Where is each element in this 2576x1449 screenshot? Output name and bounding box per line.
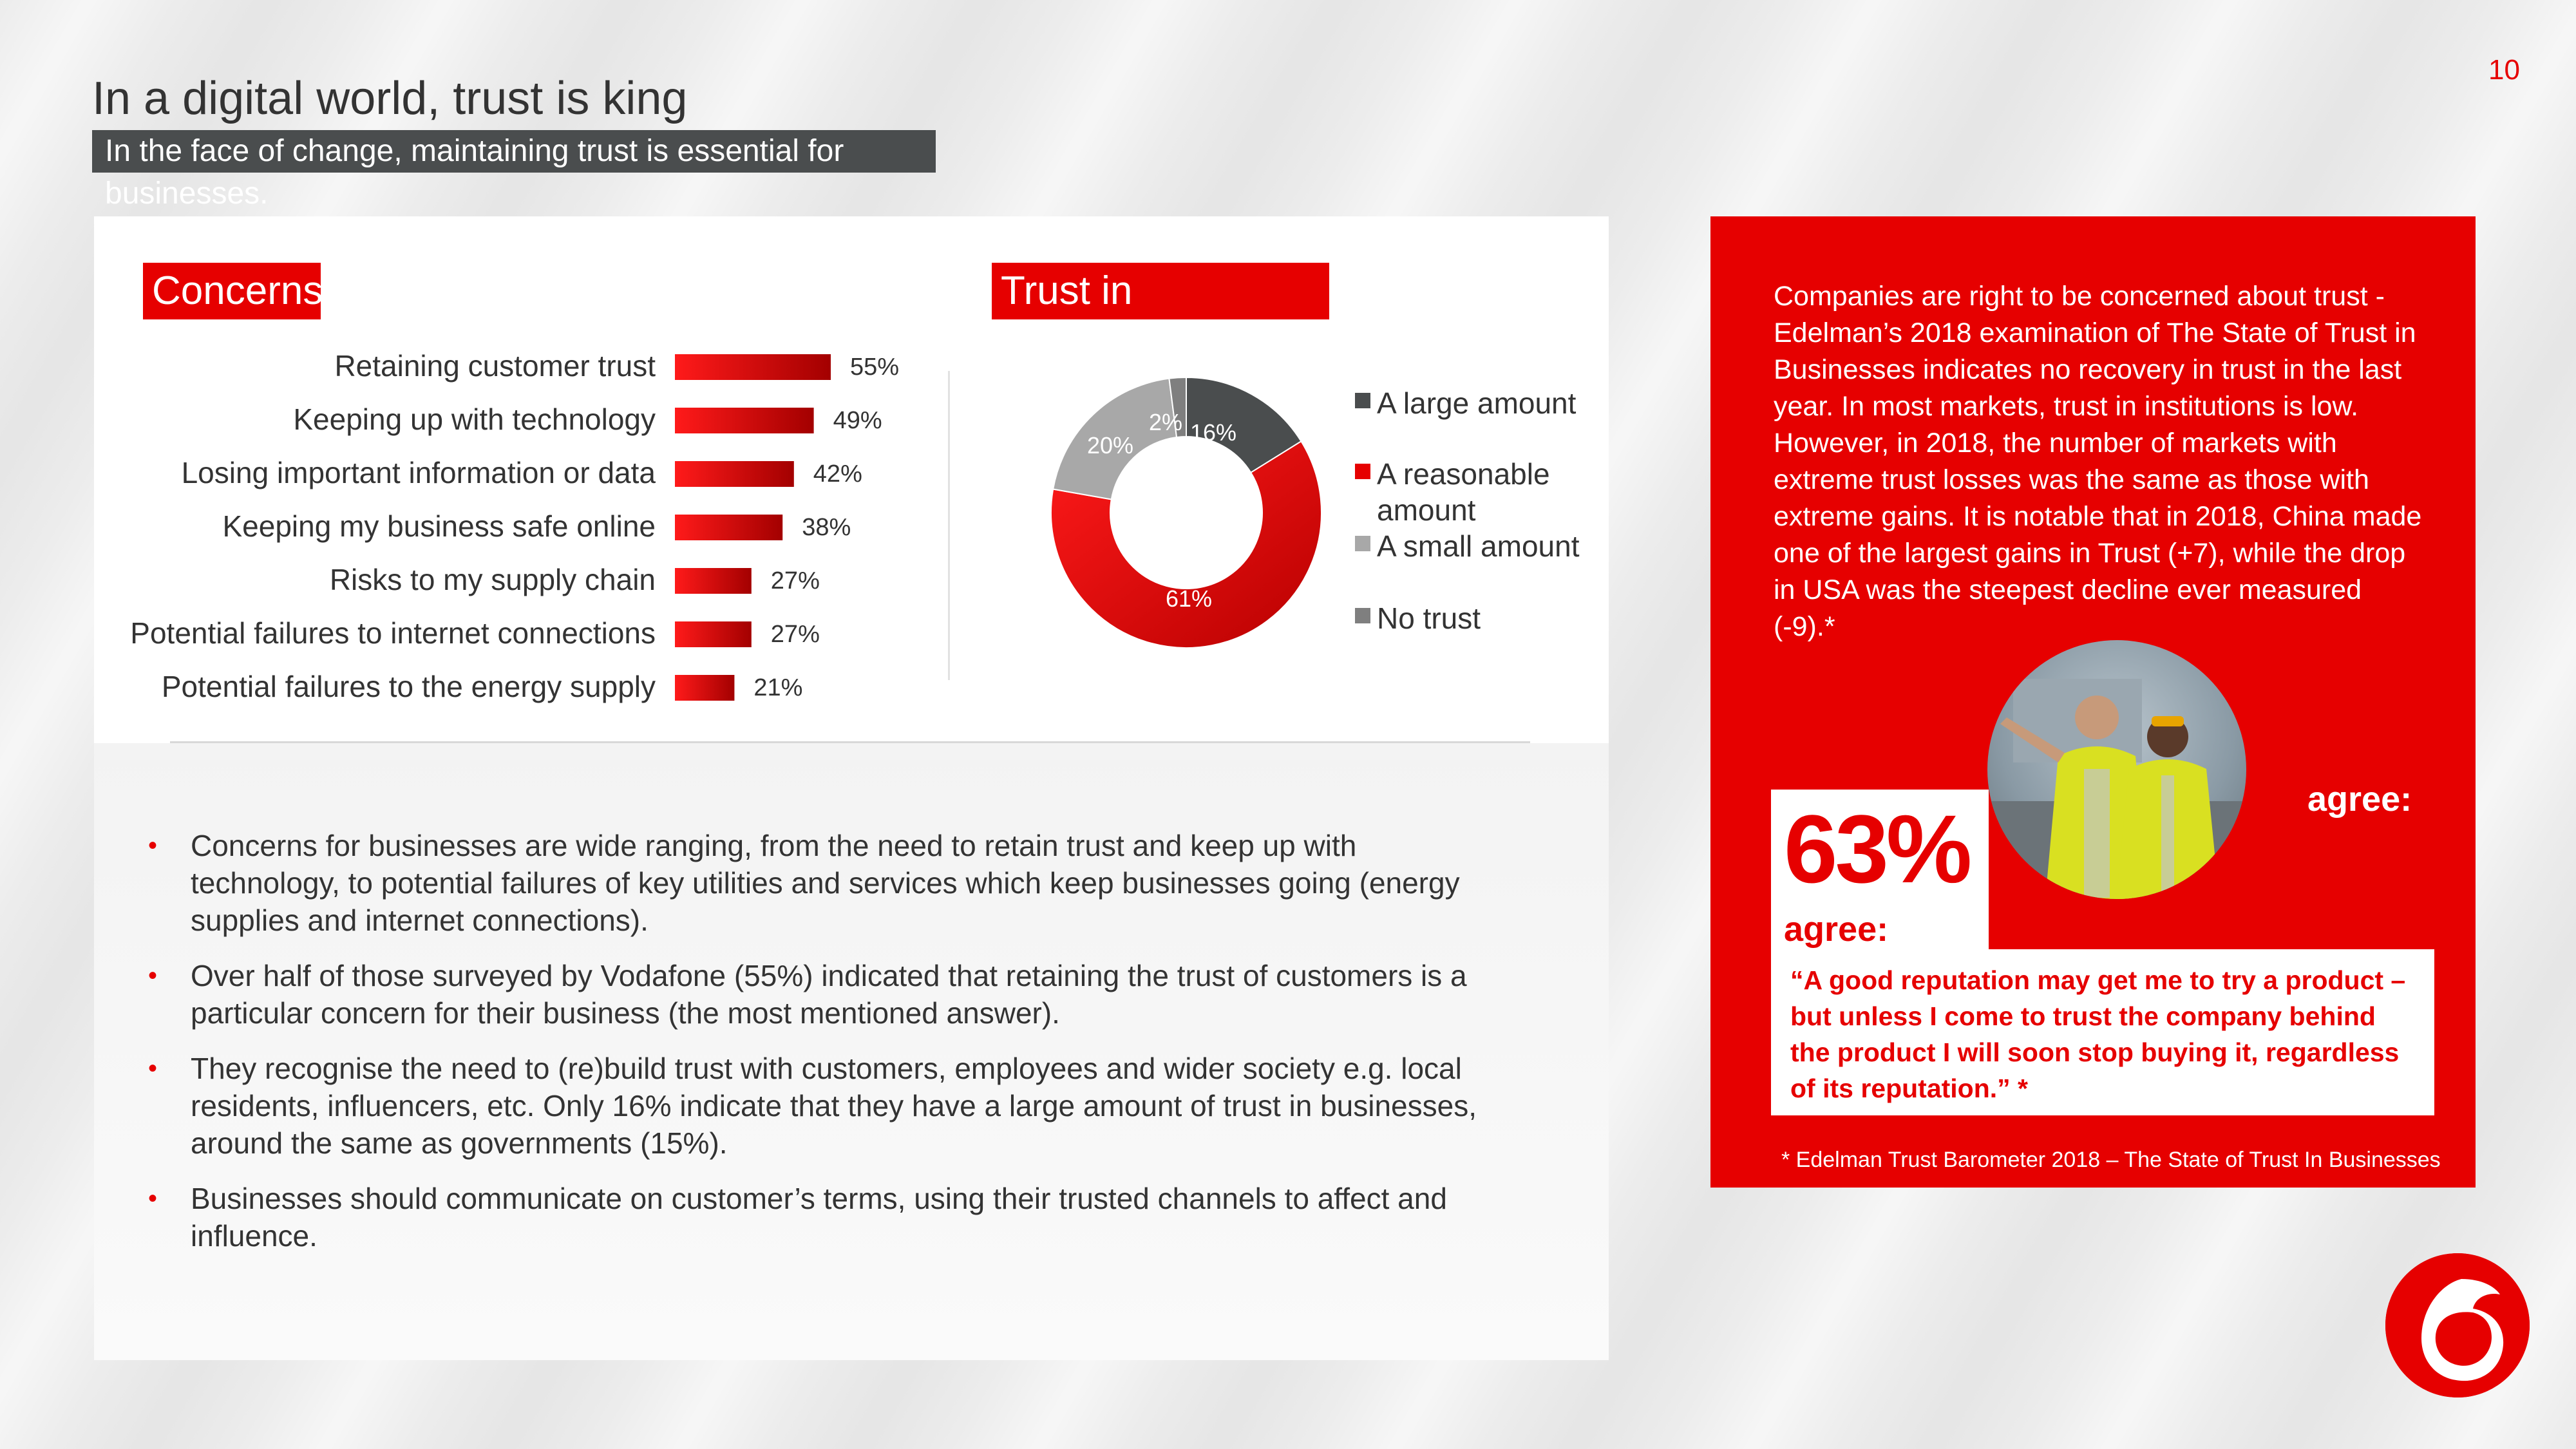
page-subtitle: In the face of change, maintaining trust… <box>92 130 936 211</box>
donut-slice <box>1052 377 1178 500</box>
donut-slice <box>1168 376 1187 439</box>
quote-box: “A good reputation may get me to try a p… <box>1771 949 2434 1115</box>
workers-photo <box>1987 640 2246 899</box>
legend-swatch <box>1355 608 1370 623</box>
stat-box: 63% agree: <box>1771 790 1989 951</box>
bar-value-label: 38% <box>802 514 851 541</box>
bar <box>675 568 752 594</box>
bar-category-label: Potential failures to the energy supply <box>162 670 656 703</box>
concerns-heading: Concerns <box>143 263 323 319</box>
bullet-text: They recognise the need to (re)build tru… <box>191 1052 1477 1160</box>
commentary-bullets: • Concerns for businesses are wide rangin… <box>148 827 1501 1273</box>
charts-panel <box>94 216 1609 1360</box>
bullet-text: Businesses should communicate on custome… <box>191 1182 1447 1253</box>
bar <box>675 461 794 487</box>
bullet-text: Over half of those surveyed by Vodafone … <box>191 959 1467 1030</box>
legend-swatch <box>1355 464 1370 479</box>
legend-item: A small amount <box>1355 528 1589 564</box>
legend-item: A large amount <box>1355 385 1589 421</box>
bullet-text: Concerns for businesses are wide ranging… <box>191 829 1460 937</box>
legend-label: A reasonable amount <box>1377 457 1550 527</box>
legend-label: A small amount <box>1377 529 1580 563</box>
donut-slice <box>1050 440 1322 649</box>
legend-swatch <box>1355 393 1370 408</box>
panel-divider <box>170 741 1530 743</box>
bar-value-label: 21% <box>753 674 802 701</box>
bar-category-label: Keeping up with technology <box>293 402 656 436</box>
legend-label: No trust <box>1377 601 1481 635</box>
insight-text: Companies are right to be concerned abou… <box>1774 281 2422 642</box>
quote-text: “A good reputation may get me to try a p… <box>1790 965 2406 1103</box>
commentary-area <box>94 743 1609 1360</box>
bar-category-label: Keeping my business safe online <box>222 509 656 543</box>
speechmark-icon <box>2385 1253 2530 1397</box>
donut-value-label: 61% <box>1166 585 1212 612</box>
page-number: 10 <box>2488 54 2520 86</box>
legend-item: A reasonable amount <box>1355 456 1589 528</box>
chart-divider <box>948 371 950 680</box>
legend-swatch <box>1355 536 1370 551</box>
bullet-dot: • <box>148 1184 158 1213</box>
workers-photo-illustration <box>1987 679 2246 899</box>
vodafone-logo <box>2385 1253 2530 1397</box>
bar <box>675 408 814 433</box>
bar <box>675 515 783 540</box>
footnote: * Edelman Trust Barometer 2018 – The Sta… <box>1781 1148 2441 1172</box>
bar-value-label: 49% <box>833 407 882 434</box>
bullet-item: • Over half of those surveyed by Vodafone… <box>148 957 1501 1032</box>
bullet-dot: • <box>148 831 158 860</box>
stat-value: 63% <box>1784 795 1972 903</box>
bullet-item: • Concerns for businesses are wide rangin… <box>148 827 1501 939</box>
legend-label: A large amount <box>1377 386 1577 420</box>
bullet-item: • They recognise the need to (re)build tr… <box>148 1050 1501 1162</box>
bar <box>675 675 735 701</box>
donut-value-label: 20% <box>1087 432 1133 459</box>
bar <box>675 354 831 380</box>
trust-heading: Trust in businesses <box>992 263 1329 370</box>
bullet-item: • Businesses should communicate on custom… <box>148 1180 1501 1255</box>
bar-category-label: Losing important information or data <box>182 456 656 489</box>
agree-label: agree: <box>2307 780 2412 819</box>
bar <box>675 621 752 647</box>
bar-value-label: 55% <box>850 354 899 381</box>
stat-label: agree: <box>1784 910 1889 949</box>
bullet-dot: • <box>148 961 158 990</box>
bar-category-label: Risks to my supply chain <box>330 563 656 596</box>
bar-value-label: 27% <box>771 621 820 648</box>
legend-item: No trust <box>1355 600 1589 636</box>
bar-value-label: 42% <box>813 460 862 488</box>
bullet-dot: • <box>148 1054 158 1083</box>
bar-category-label: Retaining customer trust <box>334 349 656 383</box>
page-title: In a digital world, trust is king <box>92 73 688 124</box>
bar-value-label: 27% <box>771 567 820 594</box>
donut-value-label: 2% <box>1149 409 1182 435</box>
insight-panel: Companies are right to be concerned abou… <box>1710 216 2476 1188</box>
donut-value-label: 16% <box>1190 419 1236 446</box>
bar-category-label: Potential failures to internet connectio… <box>130 616 656 650</box>
